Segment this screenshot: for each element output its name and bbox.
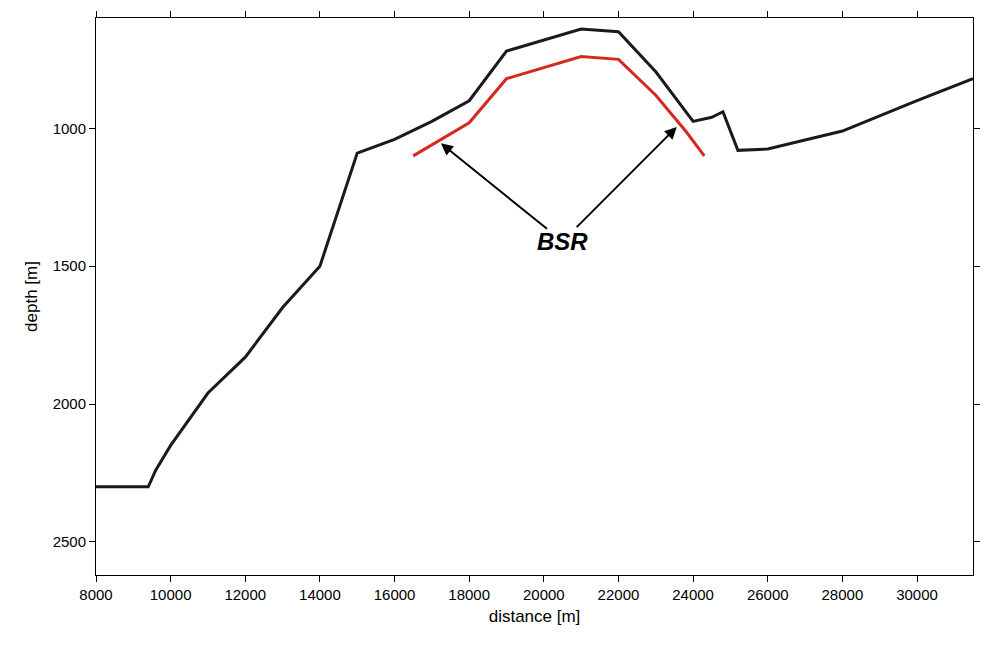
svg-text:10000: 10000 [150, 586, 192, 603]
svg-text:14000: 14000 [299, 586, 341, 603]
svg-text:2500: 2500 [53, 533, 86, 550]
svg-text:1500: 1500 [53, 257, 86, 274]
svg-text:8000: 8000 [79, 586, 112, 603]
svg-text:18000: 18000 [448, 586, 490, 603]
svg-text:24000: 24000 [672, 586, 714, 603]
svg-text:16000: 16000 [374, 586, 416, 603]
svg-text:depth [m]: depth [m] [22, 261, 41, 332]
svg-text:BSR: BSR [537, 228, 588, 255]
svg-text:distance [m]: distance [m] [489, 607, 581, 626]
svg-text:20000: 20000 [523, 586, 565, 603]
svg-text:2000: 2000 [53, 395, 86, 412]
svg-text:1000: 1000 [53, 120, 86, 137]
svg-text:22000: 22000 [598, 586, 640, 603]
svg-text:26000: 26000 [747, 586, 789, 603]
svg-text:30000: 30000 [896, 586, 938, 603]
svg-text:28000: 28000 [822, 586, 864, 603]
svg-text:12000: 12000 [224, 586, 266, 603]
